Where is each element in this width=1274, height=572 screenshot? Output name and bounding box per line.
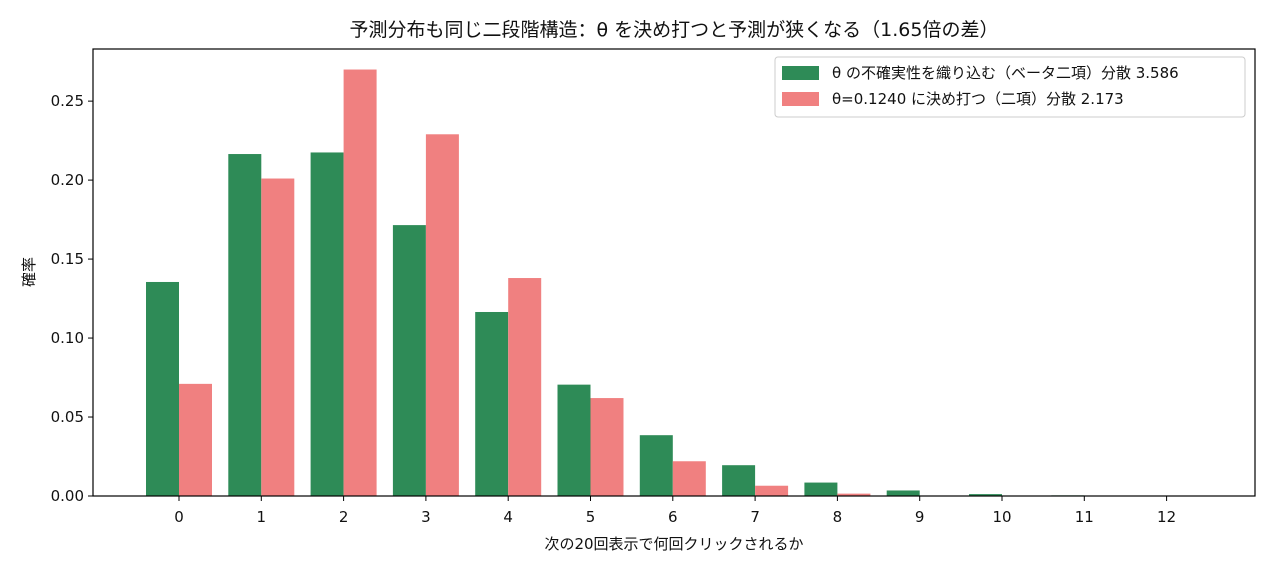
bar-beta-binomial-1 xyxy=(228,154,262,497)
x-tick-label-12: 12 xyxy=(1157,508,1176,526)
bar-binomial-5 xyxy=(590,398,624,496)
x-tick-label-6: 6 xyxy=(668,508,678,526)
legend: θ の不確実性を織り込む（ベータ二項）分散 3.586 θ=0.1240 に決め… xyxy=(774,56,1246,118)
legend-label-binomial: θ=0.1240 に決め打つ（二項）分散 2.173 xyxy=(832,90,1124,108)
legend-swatch-binomial xyxy=(782,92,819,106)
y-tick-label-0.20: 0.20 xyxy=(51,171,84,189)
bar-binomial-2 xyxy=(343,69,377,496)
y-tick-label-0.15: 0.15 xyxy=(51,250,84,268)
x-tick-label-1: 1 xyxy=(257,508,267,526)
bar-beta-binomial-9 xyxy=(886,490,920,496)
bar-binomial-7 xyxy=(755,485,789,496)
x-axis-label: 次の20回表示で何回クリックされるか xyxy=(544,535,803,553)
x-tick-label-8: 8 xyxy=(833,508,843,526)
bar-beta-binomial-7 xyxy=(722,465,756,496)
x-axis: 0 1 2 3 4 5 6 7 8 9 10 11 12 xyxy=(174,496,1176,526)
x-tick-label-2: 2 xyxy=(339,508,349,526)
y-axis-label: 確率 xyxy=(20,257,38,287)
bars-group xyxy=(146,69,1167,497)
bar-beta-binomial-10 xyxy=(969,494,1002,496)
x-tick-label-3: 3 xyxy=(421,508,431,526)
chart-title: 予測分布も同じ二段階構造：θ を決め打つと予測が狭くなる（1.65倍の差） xyxy=(350,19,999,41)
bar-binomial-8 xyxy=(837,493,871,496)
x-tick-label-7: 7 xyxy=(750,508,760,526)
legend-swatch-beta-binomial xyxy=(782,66,819,80)
bar-beta-binomial-8 xyxy=(804,482,838,496)
x-tick-label-9: 9 xyxy=(915,508,925,526)
bar-beta-binomial-4 xyxy=(475,311,509,496)
bar-binomial-0 xyxy=(179,383,212,496)
bar-beta-binomial-5 xyxy=(557,384,591,496)
x-tick-label-4: 4 xyxy=(503,508,513,526)
legend-label-beta-binomial: θ の不確実性を織り込む（ベータ二項）分散 3.586 xyxy=(832,64,1179,82)
bar-binomial-3 xyxy=(425,134,459,497)
bar-binomial-1 xyxy=(261,178,295,496)
bar-binomial-4 xyxy=(508,278,542,496)
y-tick-label-0.25: 0.25 xyxy=(51,92,84,110)
x-tick-label-0: 0 xyxy=(174,508,184,526)
bar-beta-binomial-3 xyxy=(392,225,426,497)
x-tick-label-5: 5 xyxy=(586,508,596,526)
x-tick-label-10: 10 xyxy=(992,508,1011,526)
bar-binomial-6 xyxy=(672,461,706,496)
y-tick-label-0.10: 0.10 xyxy=(51,329,84,347)
y-tick-label-0.05: 0.05 xyxy=(51,408,84,426)
bar-beta-binomial-6 xyxy=(639,435,673,496)
x-tick-label-11: 11 xyxy=(1075,508,1094,526)
legend-box xyxy=(774,56,1246,118)
y-axis: 0.00 0.05 0.10 0.15 0.20 0.25 xyxy=(51,92,93,505)
bar-beta-binomial-2 xyxy=(310,152,344,496)
plot-frame xyxy=(92,48,1256,497)
y-tick-label-0.00: 0.00 xyxy=(51,487,84,505)
bar-beta-binomial-0 xyxy=(146,281,179,496)
